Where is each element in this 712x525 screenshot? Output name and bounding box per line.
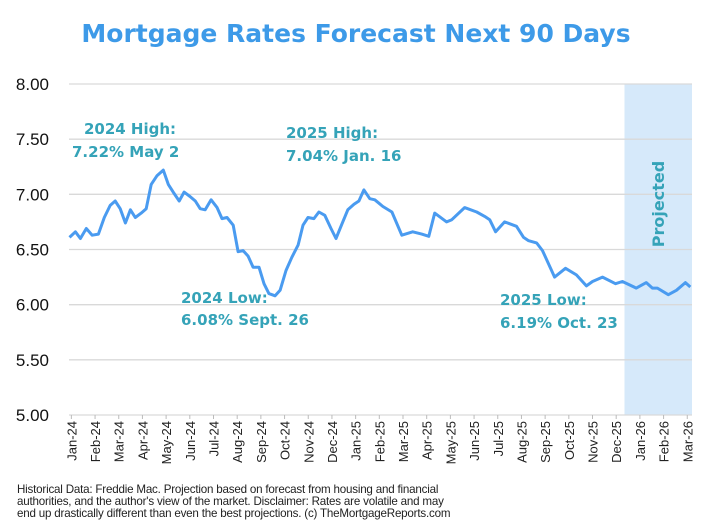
- x-tick-label: Sep-25: [538, 421, 553, 463]
- x-tick-label: Mar-24: [112, 421, 127, 462]
- x-tick-label: Jan-26: [633, 421, 648, 461]
- annotation-2024-high-value: 7.22% May 2: [72, 143, 179, 161]
- x-tick-label: Aug-25: [514, 421, 529, 463]
- annotation-2025-high-value: 7.04% Jan. 16: [286, 147, 401, 165]
- footnote-line-2: authorities, and the author's view of th…: [17, 495, 444, 508]
- x-tick-label: Oct-25: [562, 421, 577, 460]
- rate-series-line: [68, 168, 692, 298]
- y-tick-label: 7.50: [16, 130, 49, 149]
- y-tick-label: 5.00: [16, 406, 49, 425]
- y-tick-label: 6.50: [16, 241, 49, 260]
- x-tick-label: Dec-25: [609, 421, 624, 463]
- x-tick-label: Jul-24: [206, 421, 221, 456]
- x-tick-label: Aug-24: [230, 421, 245, 463]
- x-tick-label: Nov-24: [301, 421, 316, 463]
- x-tick-label: Apr-25: [420, 421, 435, 460]
- x-tick-label: Oct-24: [278, 421, 293, 460]
- x-tick-label: Jun-25: [467, 421, 482, 461]
- annotation-2025-low-value: 6.19% Oct. 23: [500, 314, 618, 332]
- x-tick-label: Mar-26: [680, 421, 695, 462]
- x-tick-label: Jan-25: [349, 421, 364, 461]
- x-tick-label: Jun-24: [183, 421, 198, 461]
- x-tick-label: Nov-25: [586, 421, 601, 463]
- x-tick-label: Feb-26: [657, 421, 672, 462]
- x-tick-label: Apr-24: [135, 421, 150, 460]
- y-tick-label: 5.50: [16, 351, 49, 370]
- x-tick-label: Feb-24: [88, 421, 103, 462]
- annotation-2024-low-value: 6.08% Sept. 26: [181, 311, 309, 329]
- x-tick-label: Mar-25: [396, 421, 411, 462]
- x-tick-label: Sep-24: [254, 421, 269, 463]
- x-tick-label: Dec-24: [325, 421, 340, 463]
- x-tick-label: Jul-25: [491, 421, 506, 456]
- annotation-2025-low-title: 2025 Low:: [500, 291, 587, 309]
- footnote-line-1: Historical Data: Freddie Mac. Projection…: [17, 483, 438, 496]
- x-tick-label: May-25: [443, 421, 458, 464]
- annotation-2024-low-title: 2024 Low:: [181, 289, 268, 307]
- x-tick-label: Jan-24: [64, 421, 79, 461]
- annotation-2025-high-title: 2025 High:: [286, 124, 378, 142]
- projected-label: Projected: [649, 161, 668, 247]
- y-tick-label: 6.00: [16, 296, 49, 315]
- footnote-line-3: end up drastically different than even t…: [17, 507, 450, 520]
- annotation-2024-high-title: 2024 High:: [84, 120, 176, 138]
- chart-title: Mortgage Rates Forecast Next 90 Days: [81, 19, 630, 48]
- x-tick-label: Feb-25: [372, 421, 387, 462]
- x-tick-label: May-24: [159, 421, 174, 464]
- y-tick-label: 8.00: [16, 75, 49, 94]
- y-tick-label: 7.00: [16, 185, 49, 204]
